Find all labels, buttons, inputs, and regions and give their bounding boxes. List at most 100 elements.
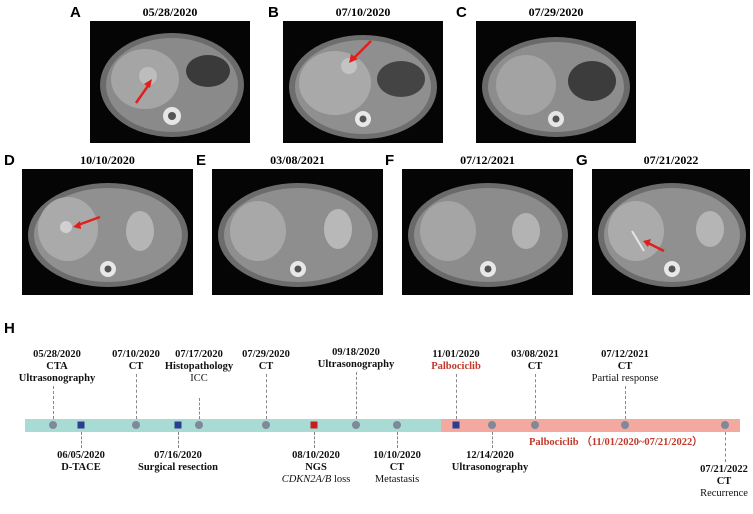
timeline-marker-surgery [174, 421, 182, 429]
event-line1: Ultrasonography [451, 462, 529, 473]
panel-letter-f: F [385, 152, 395, 169]
event-label-bottom: 06/05/2020 D-TACE [57, 450, 105, 474]
connector [456, 374, 457, 419]
event-line2: Metastasis [374, 474, 420, 485]
ct-image-a [100, 33, 244, 137]
connector [492, 432, 493, 448]
event-date: 07/29/2020 [242, 349, 290, 360]
event-line2: Ultrasonography [18, 373, 96, 384]
event-label-top: 03/08/2021 CT [511, 349, 559, 373]
ct-scan-c [476, 21, 636, 143]
event-date: 07/17/2020 [175, 349, 223, 360]
gene-status: loss [331, 474, 351, 485]
panel-date-c: 07/29/2020 [528, 5, 584, 19]
ct-scan-g [592, 169, 750, 295]
timeline-marker [531, 421, 539, 429]
event-date: 07/10/2020 [112, 349, 160, 360]
timeline-marker [393, 421, 401, 429]
event-line1: CTA [46, 361, 68, 372]
panel-letter-g: G [576, 152, 588, 169]
event-line2: Recurrence [700, 488, 748, 499]
ct-image-g [598, 183, 746, 287]
panel-letter-c: C [456, 4, 467, 21]
event-date: 12/14/2020 [466, 450, 514, 461]
ct-image-f [408, 183, 568, 287]
panel-date-g: 07/21/2022 [643, 153, 699, 167]
timeline-marker [721, 421, 729, 429]
event-label-top: 09/18/2020 Ultrasonography [318, 347, 394, 371]
event-date: 03/08/2021 [511, 349, 559, 360]
connector [725, 432, 726, 462]
connector [136, 374, 137, 419]
event-line1: CT [527, 361, 543, 372]
connector [81, 432, 82, 448]
ct-image-b [289, 35, 437, 139]
event-label-bottom: 12/14/2020 Ultrasonography [452, 450, 528, 474]
event-line1: NGS [305, 462, 327, 473]
event-line2: Partial response [591, 373, 659, 384]
event-line1: CT [389, 462, 405, 473]
timeline-marker-dtace [77, 421, 85, 429]
connector [266, 374, 267, 419]
event-label-top: 11/01/2020 Palbociclib [431, 349, 481, 373]
event-label-top: 05/28/2020 CTA Ultrasonography [19, 349, 95, 385]
event-line2: ICC [190, 373, 208, 384]
panel-letter-e: E [196, 152, 207, 169]
event-line1: Ultrasonography [317, 359, 395, 370]
ct-image-c [482, 37, 630, 137]
timeline-marker [195, 421, 203, 429]
timeline-marker [49, 421, 57, 429]
connector [199, 398, 200, 419]
event-line1: CT [716, 476, 732, 487]
event-date: 11/01/2020 [432, 349, 480, 360]
event-label-bottom: 10/10/2020 CT Metastasis [373, 450, 421, 486]
event-date: 08/10/2020 [292, 450, 340, 461]
connector [625, 386, 626, 419]
timeline-marker [352, 421, 360, 429]
event-line1: D-TACE [61, 462, 101, 473]
timeline-marker [262, 421, 270, 429]
ct-scan-f [402, 169, 573, 295]
gene-name: CDKN2A/B [281, 474, 332, 485]
event-line1: CT [258, 361, 274, 372]
event-date: 07/12/2021 [601, 349, 649, 360]
panel-letter-h: H [4, 320, 15, 337]
panel-letter-a: A [70, 4, 81, 21]
event-label-bottom: 08/10/2020 NGS CDKN2A/B loss [282, 450, 351, 486]
timeline-marker-ngs [310, 421, 318, 429]
event-date: 10/10/2020 [373, 450, 421, 461]
panel-date-e: 03/08/2021 [270, 153, 325, 167]
panel-letter-b: B [268, 4, 279, 21]
event-date: 07/16/2020 [154, 450, 202, 461]
ct-scan-e [212, 169, 383, 295]
connector [397, 432, 398, 448]
ct-scan-a [90, 21, 250, 143]
event-line2: CDKN2A/B loss [282, 474, 351, 486]
event-label-top: 07/29/2020 CT [242, 349, 290, 373]
panel-date-a: 05/28/2020 [142, 5, 198, 19]
event-label-bottom: 07/16/2020 Surgical resection [138, 450, 218, 474]
ct-image-e [218, 183, 378, 287]
event-label-top: 07/12/2021 CT Partial response [592, 349, 659, 385]
connector [356, 372, 357, 419]
panel-date-d: 10/10/2020 [80, 153, 135, 167]
panel-letter-d: D [4, 152, 15, 169]
timeline-marker [621, 421, 629, 429]
timeline-bar-after [441, 419, 740, 432]
event-date: 06/05/2020 [57, 450, 105, 461]
event-label-top: 07/10/2020 CT [112, 349, 160, 373]
event-line1: CT [617, 361, 633, 372]
connector [178, 432, 179, 448]
event-date: 09/18/2020 [332, 347, 380, 358]
connector [314, 432, 315, 448]
timeline-marker [488, 421, 496, 429]
event-line1: Histopathology [164, 361, 234, 372]
event-label-bottom: 07/21/2022 CT Recurrence [700, 464, 748, 500]
event-line1: Surgical resection [137, 462, 219, 473]
event-date: 05/28/2020 [33, 349, 81, 360]
timeline-marker-palbociclib [452, 421, 460, 429]
ct-scan-d [22, 169, 193, 295]
event-date: 07/21/2022 [700, 464, 748, 475]
timeline-bar-before [25, 419, 441, 432]
connector [535, 374, 536, 419]
